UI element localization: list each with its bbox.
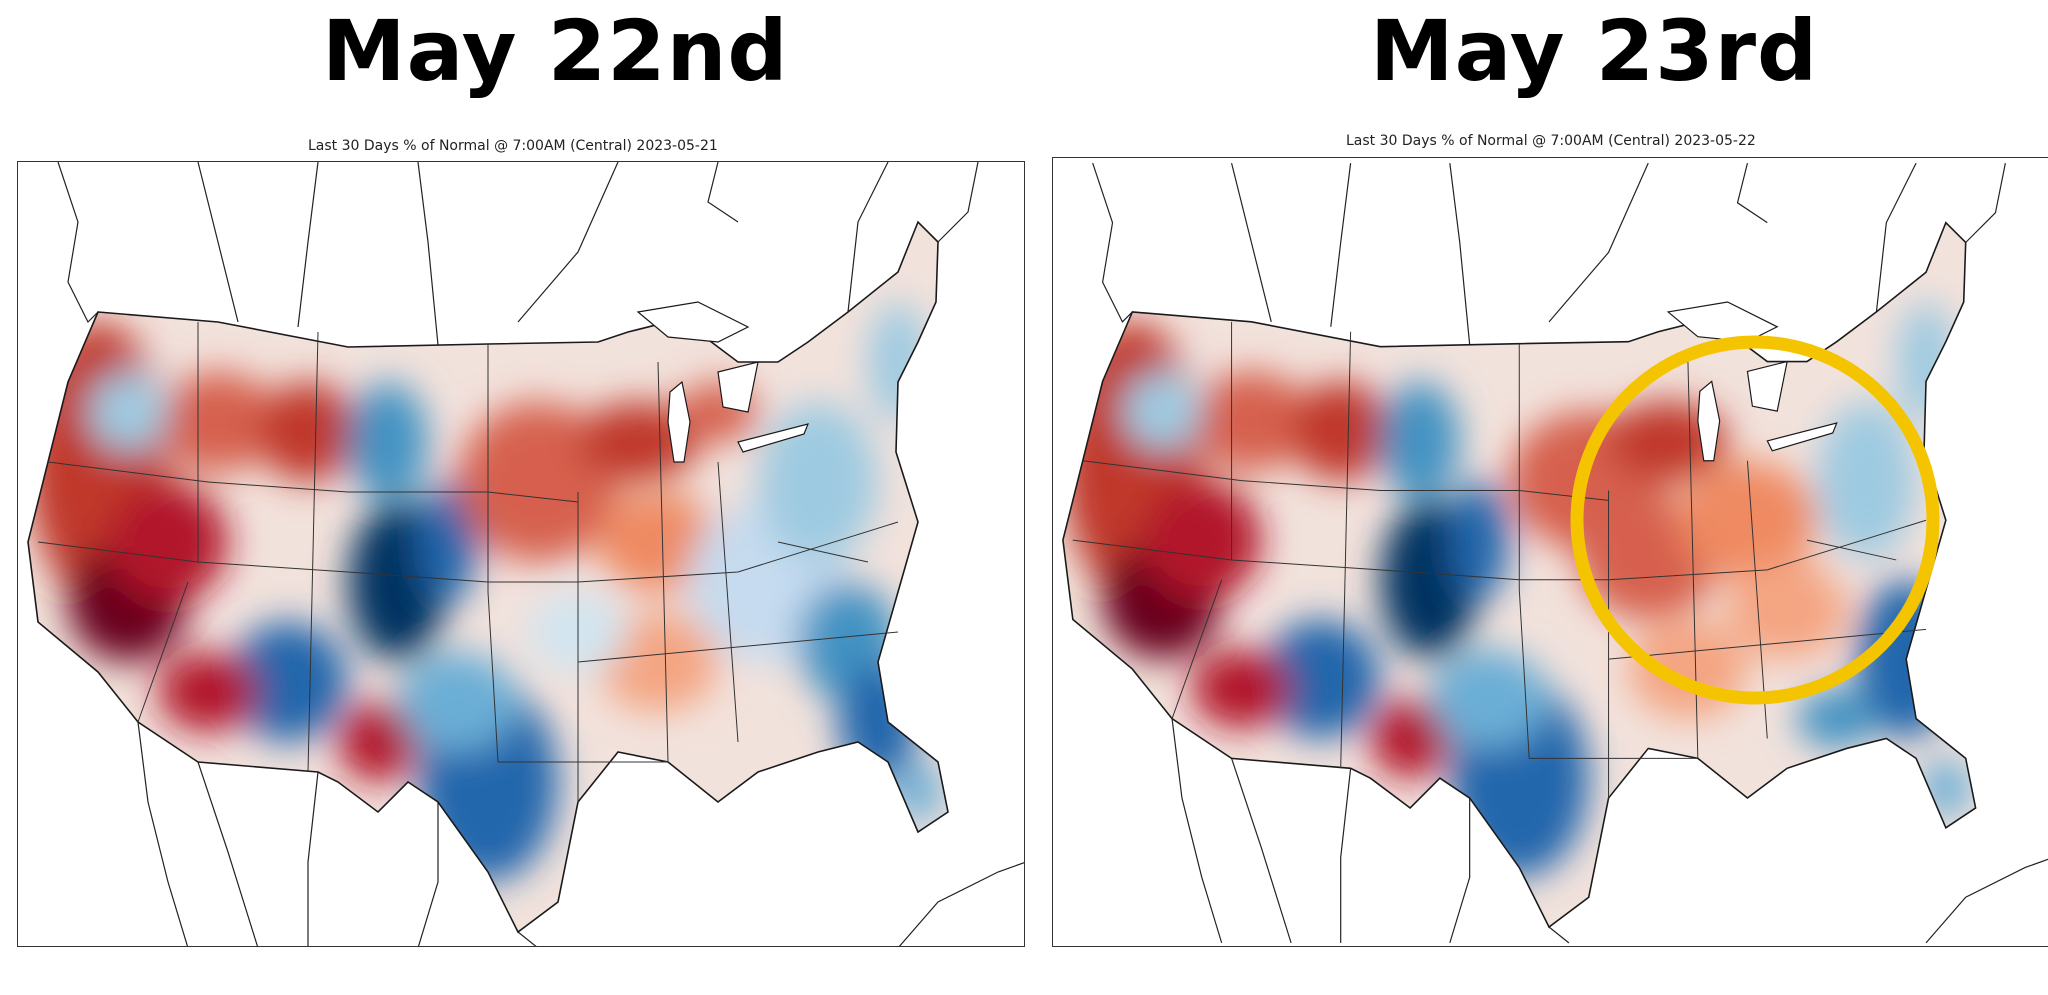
panel-1-state-lines — [37, 322, 899, 802]
panel-1-map-svg — [27, 162, 1024, 946]
panel-1-map — [17, 161, 1025, 947]
panel-1-us-outline — [27, 220, 949, 934]
panel-1-lake-michigan — [667, 380, 691, 463]
panel-2-subtitle: Last 30 Days % of Normal @ 7:00AM (Centr… — [1346, 133, 1756, 149]
panel-1-precip-field — [28, 222, 948, 932]
panel-1-mexico-lines — [137, 721, 1024, 946]
panel-1-canada-lines — [57, 162, 979, 346]
panel-1-subtitle: Last 30 Days % of Normal @ 7:00AM (Centr… — [308, 138, 718, 154]
panel-2-lake-superior — [1666, 301, 1779, 343]
panel-1-lake-erie — [737, 423, 809, 453]
panel-2-canada-lines — [1092, 162, 2006, 345]
panel-1-lake-huron — [717, 361, 759, 413]
panel-1-lake-superior — [636, 301, 750, 343]
panel-2-map — [1052, 157, 2048, 947]
panel-1-heading: May 22nd — [322, 2, 789, 100]
panel-2-mexico-lines — [1171, 718, 2048, 944]
panel-2-map-svg — [1062, 162, 2048, 944]
panel-2-precip-field — [1062, 222, 1976, 928]
panel-2-heading: May 23rd — [1370, 2, 1819, 100]
